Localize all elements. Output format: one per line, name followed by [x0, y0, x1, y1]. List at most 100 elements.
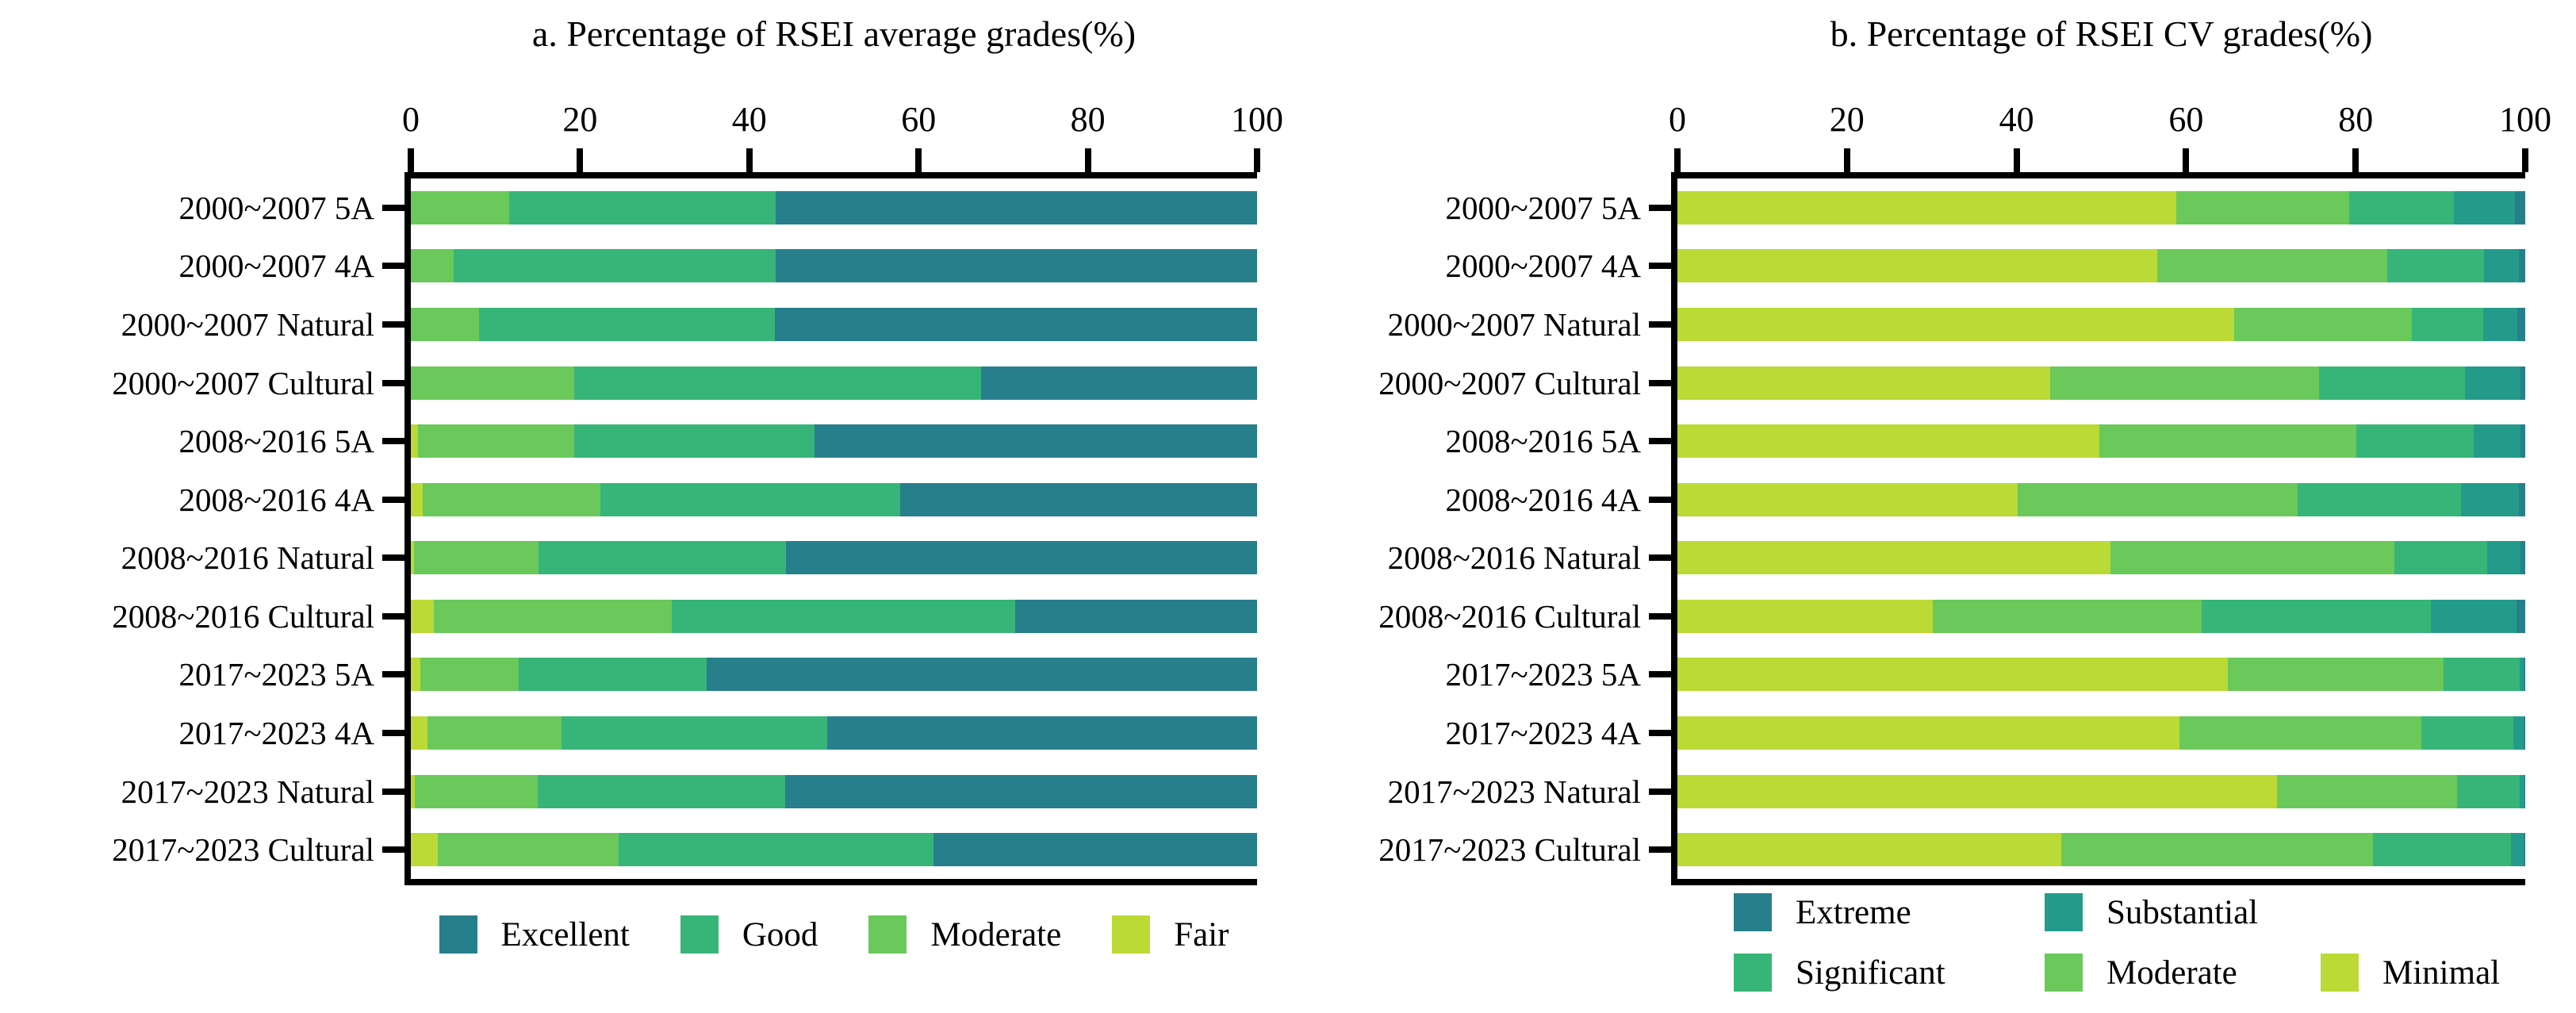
- x-axis-line-top: [1671, 172, 2525, 178]
- legend-swatch-good: [680, 915, 719, 954]
- category-label: 2008~2016 5A: [1445, 423, 1641, 460]
- bar-segment-extreme: [2524, 774, 2525, 808]
- bar-row: [411, 482, 1257, 516]
- bar-segment-excellent: [933, 833, 1257, 867]
- category-label: 2017~2023 5A: [1445, 656, 1641, 693]
- bar-segment-good: [539, 541, 786, 575]
- bar-segment-moderate: [422, 482, 600, 516]
- y-tick: [382, 438, 404, 445]
- bar-segment-substantial: [2465, 366, 2520, 400]
- bar-segment-moderate: [411, 249, 454, 283]
- bar-segment-substantial: [2513, 716, 2524, 750]
- bar-segment-minimal: [1677, 190, 2176, 224]
- legend-swatch-moderate: [868, 915, 907, 954]
- bar-segment-significant: [2411, 307, 2483, 341]
- bar-row: [411, 658, 1257, 692]
- legend-label: Minimal: [2382, 954, 2501, 992]
- bar-segment-excellent: [785, 541, 1257, 575]
- bar-segment-moderate: [2234, 307, 2412, 341]
- bar-segment-significant: [2444, 658, 2520, 692]
- bar-segment-moderate: [2179, 716, 2421, 750]
- y-tick: [382, 263, 404, 270]
- category-label: 2000~2007 4A: [1445, 247, 1641, 285]
- legend-swatch-minimal: [2321, 954, 2359, 992]
- legend-item: Good: [680, 912, 818, 957]
- legend-item: Minimal: [2321, 950, 2500, 995]
- bar-row: [411, 366, 1257, 400]
- bar-segment-good: [600, 482, 900, 516]
- y-tick: [1649, 730, 1671, 737]
- bar-segment-good: [538, 774, 785, 808]
- category-label: 2008~2016 Natural: [1387, 539, 1641, 577]
- bar-row: [1677, 774, 2525, 808]
- x-tick-label: 80: [1070, 100, 1106, 139]
- y-tick: [1649, 612, 1671, 620]
- x-tick: [1254, 148, 1260, 172]
- bar-row: [1677, 482, 2525, 516]
- y-tick: [1649, 496, 1671, 503]
- category-label: 2017~2023 Natural: [121, 773, 374, 810]
- chart-a-title: a. Percentage of RSEI average grades(%): [531, 13, 1137, 54]
- bar-segment-minimal: [1677, 658, 2228, 692]
- x-tick: [2013, 148, 2020, 172]
- x-tick-label: 100: [2499, 100, 2551, 139]
- bar-segment-minimal: [1677, 482, 2018, 516]
- bar-segment-moderate: [2099, 424, 2357, 459]
- bar-segment-moderate: [2157, 249, 2387, 283]
- bar-segment-moderate: [2017, 482, 2298, 516]
- legend-item: Fair: [1112, 912, 1229, 957]
- bar-segment-substantial: [2510, 833, 2524, 867]
- x-tick: [915, 148, 922, 172]
- bar-segment-good: [573, 424, 815, 459]
- category-label: 2000~2007 5A: [178, 189, 374, 226]
- legend-swatch-extreme: [1734, 893, 1772, 931]
- bar-segment-substantial: [2431, 599, 2517, 633]
- bar-segment-moderate: [438, 833, 619, 867]
- bar-segment-moderate: [433, 599, 672, 633]
- legend-row: Extreme Substantial: [1734, 890, 2500, 934]
- bar-segment-excellent: [1014, 599, 1257, 633]
- x-tick-label: 20: [1829, 100, 1865, 139]
- legend-label: Moderate: [2106, 954, 2237, 992]
- bar-segment-significant: [2356, 424, 2474, 459]
- bar-segment-minimal: [1677, 774, 2277, 808]
- bar-segment-moderate: [420, 658, 519, 692]
- bar-segment-excellent: [814, 424, 1257, 459]
- bar-segment-excellent: [784, 774, 1257, 808]
- bar-segment-substantial: [2483, 249, 2520, 283]
- bar-segment-minimal: [1677, 366, 2051, 400]
- bar-segment-minimal: [1677, 541, 2111, 575]
- x-tick: [746, 148, 753, 172]
- category-label: 2017~2023 4A: [1445, 715, 1641, 752]
- bar-segment-significant: [2201, 599, 2432, 633]
- category-label: 2017~2023 Cultural: [112, 831, 374, 869]
- bar-segment-moderate: [411, 307, 480, 341]
- bar-row: [411, 599, 1257, 633]
- bar-segment-extreme: [2519, 249, 2525, 283]
- y-tick: [1649, 554, 1671, 562]
- legend-item: Excellent: [439, 912, 630, 957]
- bar-segment-moderate: [2110, 541, 2395, 575]
- chart-b-title: b. Percentage of RSEI CV grades(%): [1830, 13, 2373, 54]
- bar-segment-excellent: [707, 658, 1257, 692]
- y-tick: [382, 496, 404, 503]
- bar-row: [411, 716, 1257, 750]
- legend-label: Significant: [1796, 954, 1945, 992]
- bar-segment-extreme: [2515, 190, 2525, 224]
- category-label: 2000~2007 4A: [178, 247, 374, 285]
- x-tick: [408, 148, 414, 172]
- y-tick: [1649, 846, 1671, 854]
- bar-segment-minimal: [1677, 424, 2100, 459]
- bar-segment-fair: [411, 541, 415, 575]
- bar-segment-extreme: [2520, 366, 2525, 400]
- legend-swatch-substantial: [2045, 893, 2083, 931]
- bar-segment-significant: [2421, 716, 2514, 750]
- category-label: 2000~2007 Natural: [121, 305, 374, 343]
- bar-segment-excellent: [981, 366, 1257, 400]
- x-tick-label: 80: [2338, 100, 2374, 139]
- bar-segment-extreme: [2517, 599, 2525, 633]
- bar-segment-good: [671, 599, 1015, 633]
- y-axis-line: [1671, 172, 1677, 885]
